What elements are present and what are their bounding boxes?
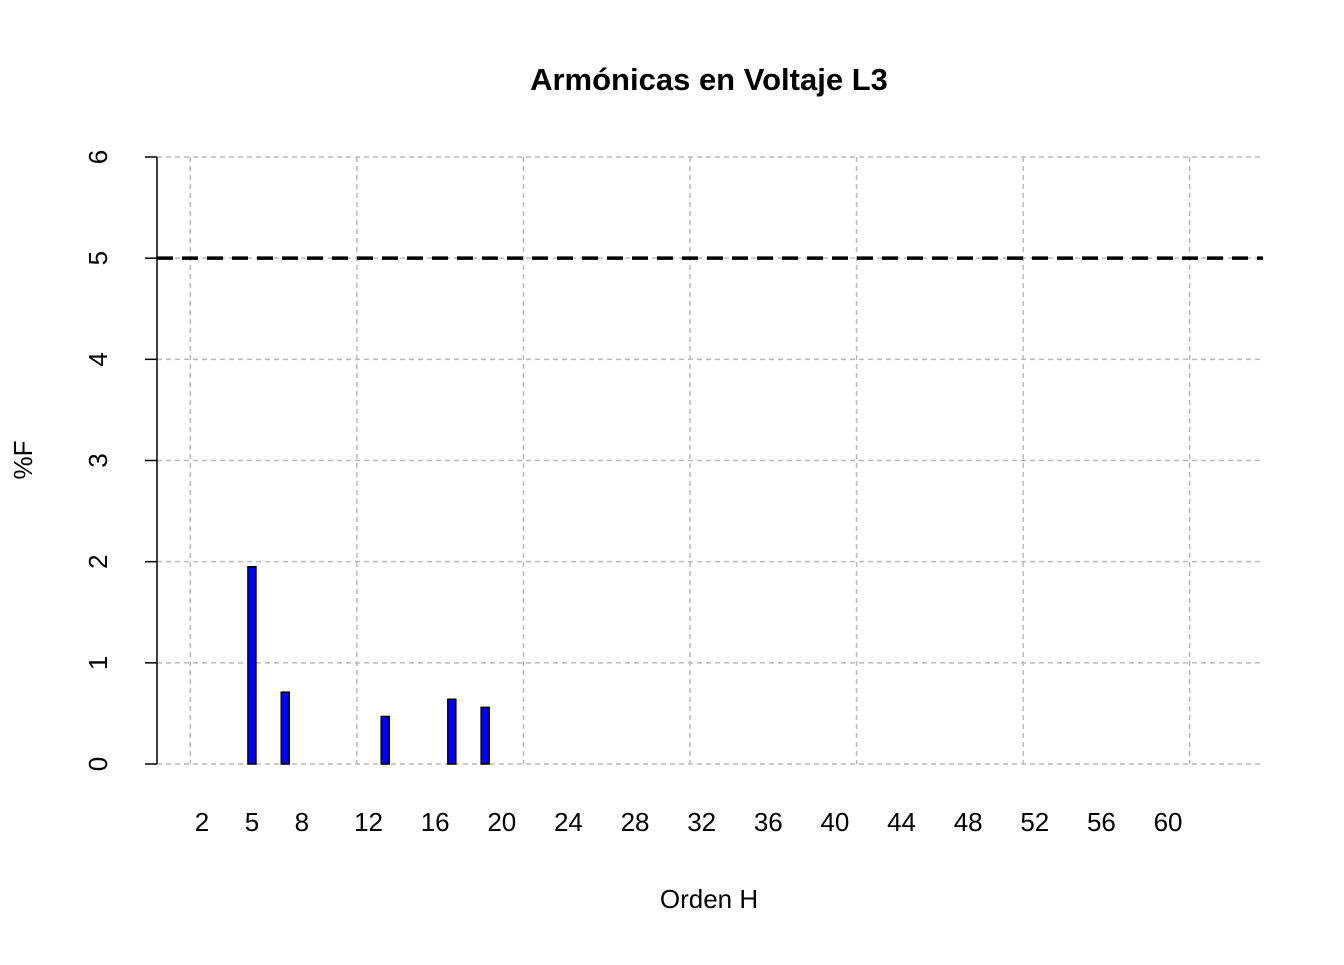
x-tick-label: 56 [1087,807,1116,837]
y-tick-label: 4 [83,352,113,366]
x-tick-label: 12 [354,807,383,837]
x-tick-label: 52 [1020,807,1049,837]
x-axis-label: Orden H [660,884,758,914]
x-tick-label: 48 [954,807,983,837]
x-tick-label: 36 [754,807,783,837]
chart-title: Armónicas en Voltaje L3 [530,62,888,97]
bar [447,698,457,765]
y-tick-label: 3 [83,453,113,467]
x-tick-label: 16 [421,807,450,837]
x-tick-label: 5 [245,807,259,837]
x-tick-label: 28 [621,807,650,837]
bar [380,715,390,765]
y-tick-label: 5 [83,251,113,265]
x-tick-label: 40 [820,807,849,837]
y-tick-label: 1 [83,656,113,670]
bar [280,691,291,765]
y-tick-label: 2 [83,554,113,568]
x-tick-label: 8 [295,807,309,837]
x-tick-label: 2 [195,807,209,837]
x-tick-label: 24 [554,807,583,837]
y-tick-label: 6 [83,150,113,164]
y-axis-label: %F [8,441,38,480]
x-tick-label: 44 [887,807,916,837]
x-tick-label: 32 [687,807,716,837]
bar [247,565,257,765]
x-tick-label: 60 [1154,807,1183,837]
x-tick-label: 20 [487,807,516,837]
bar [480,706,490,765]
y-tick-label: 0 [83,757,113,771]
